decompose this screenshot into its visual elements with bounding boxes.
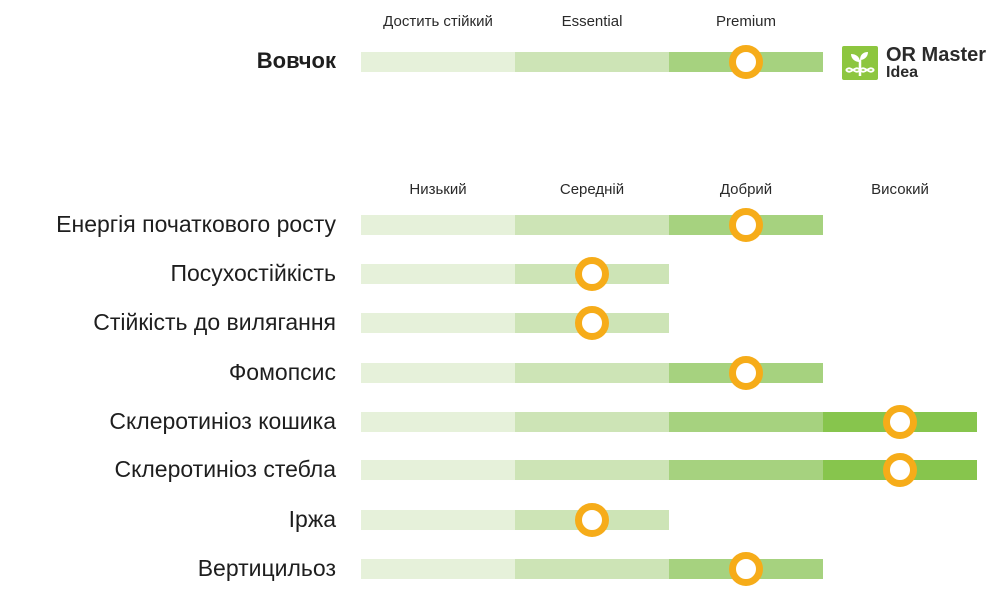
rating-bar-segment [361, 264, 515, 284]
rating-marker [729, 356, 763, 390]
rating-marker [575, 257, 609, 291]
rating-bar-segment [361, 313, 515, 333]
rating-bar-segment [669, 460, 823, 480]
rating-bar-segment [361, 52, 515, 72]
row-label: Енергія початкового росту [56, 211, 336, 237]
rating-bar-segment [361, 510, 515, 530]
sprout-dna-icon [842, 46, 878, 80]
rating-bar-segment [515, 363, 669, 383]
rating-bar-segment [361, 215, 515, 235]
rating-bar-segment [361, 363, 515, 383]
logo-line1: OR Master [886, 44, 987, 66]
column-header: Високий [871, 181, 929, 198]
rating-marker [729, 208, 763, 242]
column-header: Premium [715, 13, 776, 30]
row-label: Склеротиніоз стебла [114, 456, 336, 482]
column-header: Середній [559, 181, 625, 198]
row-label: Фомопсис [228, 359, 336, 385]
rating-bar-segment [515, 460, 669, 480]
logo-line2: Idea [886, 64, 919, 81]
rating-bar-segment [515, 52, 669, 72]
column-header: Низький [409, 181, 467, 198]
rating-marker [575, 306, 609, 340]
rating-bar-segment [669, 412, 823, 432]
brand-logo: OR Master Idea [842, 44, 1001, 84]
rating-marker [883, 405, 917, 439]
column-header: Достить стійкий [383, 13, 493, 30]
rating-bar-segment [361, 460, 515, 480]
column-header: Добрий [719, 181, 773, 198]
rating-bar-segment [361, 559, 515, 579]
row-label: Стійкість до вилягання [93, 309, 336, 335]
row-label: Вовчок [256, 48, 336, 73]
rating-bar-segment [515, 412, 669, 432]
row-label: Іржа [288, 506, 336, 532]
rating-marker [883, 453, 917, 487]
row-label: Вертицильоз [197, 555, 336, 581]
row-label: Склеротиніоз кошика [109, 408, 336, 434]
column-header: Essential [561, 13, 623, 30]
rating-marker [575, 503, 609, 537]
rating-marker [729, 45, 763, 79]
rating-bar-segment [515, 215, 669, 235]
rating-bar-segment [515, 559, 669, 579]
row-label: Посухостійкість [170, 260, 336, 286]
rating-bar-segment [361, 412, 515, 432]
rating-marker [729, 552, 763, 586]
